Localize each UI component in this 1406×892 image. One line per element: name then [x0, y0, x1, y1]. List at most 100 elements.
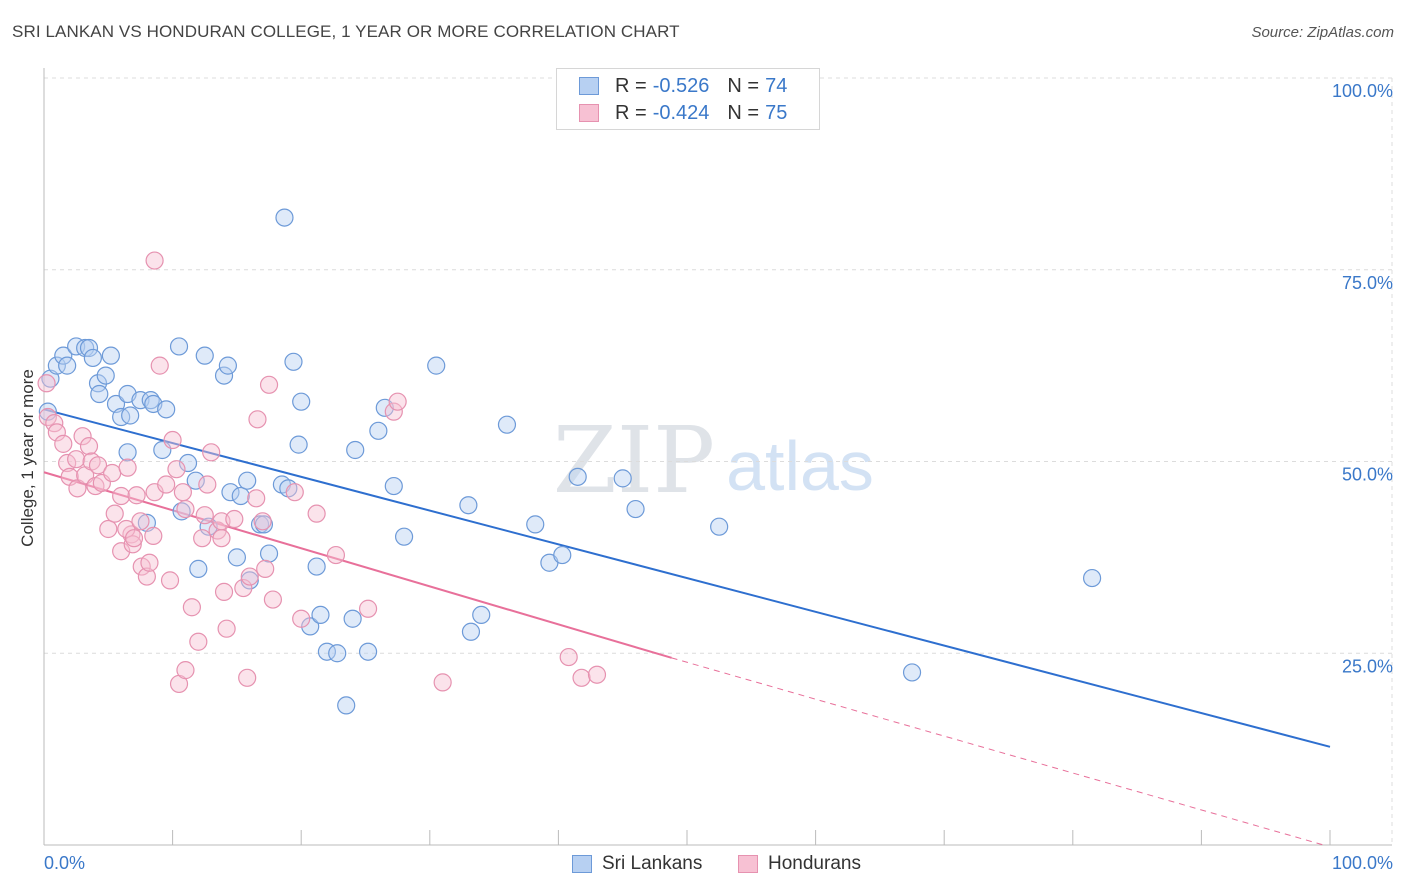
point-honduran: [214, 582, 234, 601]
point-honduran: [79, 437, 99, 456]
point-sri-lankan: [328, 644, 347, 663]
legend-label-sri-lankans: Sri Lankans: [602, 853, 703, 874]
point-sri-lankan: [169, 337, 189, 356]
point-honduran: [145, 251, 164, 270]
point-honduran: [123, 535, 142, 554]
legend-label-hondurans: Hondurans: [768, 853, 861, 874]
n-label: N =: [727, 74, 760, 97]
point-honduran: [160, 571, 180, 590]
point-sri-lankan: [613, 469, 632, 488]
point-honduran: [193, 529, 212, 548]
point-sri-lankan: [186, 471, 205, 490]
point-honduran: [182, 598, 201, 617]
point-sri-lankan: [307, 557, 326, 576]
point-sri-lankan: [553, 545, 572, 565]
point-honduran: [99, 519, 118, 539]
point-honduran: [58, 453, 77, 473]
point-honduran: [572, 668, 591, 687]
point-honduran: [559, 647, 578, 667]
point-sri-lankan: [284, 352, 303, 371]
point-honduran: [103, 463, 122, 483]
point-sri-lankan: [90, 384, 109, 404]
point-sri-lankan: [1082, 568, 1102, 588]
point-honduran: [140, 553, 159, 572]
legend-row-hondurans: R = -0.424 N = 75: [579, 100, 787, 126]
gridlines: [44, 77, 1393, 845]
point-sri-lankan: [76, 338, 95, 358]
point-sri-lankan: [238, 471, 257, 490]
trend-line-hondurans: [43, 471, 672, 659]
point-honduran: [292, 609, 311, 628]
point-honduran: [117, 519, 136, 539]
point-sri-lankan: [250, 515, 270, 534]
tick-labels: 25.0% 50.0% 75.0% 100.0% 0.0% 100.0%: [44, 81, 1393, 873]
point-sri-lankan: [112, 407, 131, 427]
point-honduran: [234, 578, 253, 598]
trend-line-sri-lankans: [43, 408, 1331, 748]
point-sri-lankan: [394, 527, 414, 546]
y-tick-label: 75.0%: [1342, 273, 1393, 293]
axes: [43, 68, 1392, 846]
point-honduran: [124, 529, 144, 548]
point-honduran: [198, 475, 217, 494]
point-honduran: [253, 512, 272, 531]
point-honduran: [433, 673, 452, 692]
data-points: [37, 208, 1102, 715]
point-sri-lankan: [96, 366, 115, 385]
point-sri-lankan: [626, 499, 645, 519]
point-sri-lankan: [58, 356, 77, 375]
point-sri-lankan: [101, 346, 120, 365]
point-sri-lankan: [254, 515, 274, 534]
point-sri-lankan: [459, 496, 478, 515]
point-honduran: [163, 430, 182, 450]
point-sri-lankan: [311, 605, 330, 625]
point-sri-lankan: [710, 517, 729, 536]
point-sri-lankan: [178, 453, 198, 473]
point-sri-lankan: [472, 605, 491, 625]
point-honduran: [67, 450, 86, 469]
point-sri-lankan: [384, 476, 403, 496]
chart-title: SRI LANKAN VS HONDURAN COLLEGE, 1 YEAR O…: [12, 22, 680, 41]
point-honduran: [176, 661, 195, 680]
point-honduran: [112, 542, 131, 561]
point-honduran: [112, 486, 131, 506]
point-sri-lankan: [231, 486, 250, 506]
point-honduran: [238, 668, 257, 687]
point-sri-lankan: [214, 366, 234, 385]
legend-item-sri-lankans[interactable]: Sri Lankans: [572, 852, 702, 876]
point-honduran: [259, 375, 279, 394]
point-honduran: [176, 499, 195, 519]
point-sri-lankan: [497, 415, 517, 434]
point-sri-lankan: [902, 663, 922, 682]
y-tick-label: 100.0%: [1332, 81, 1393, 101]
point-honduran: [167, 460, 186, 479]
r-value-sri-lankans: -0.526: [652, 74, 710, 97]
point-honduran: [384, 402, 403, 421]
point-sri-lankan: [346, 440, 365, 460]
point-honduran: [225, 509, 244, 529]
point-sri-lankan: [568, 467, 587, 486]
legend-swatch-blue: [579, 77, 599, 95]
point-sri-lankan: [218, 356, 237, 375]
point-honduran: [150, 356, 169, 375]
point-honduran: [263, 590, 283, 609]
point-honduran: [587, 665, 607, 684]
point-sri-lankan: [189, 559, 208, 578]
point-honduran: [131, 512, 150, 531]
point-honduran: [307, 504, 326, 523]
legend-item-hondurans[interactable]: Hondurans: [738, 852, 861, 876]
point-honduran: [127, 486, 146, 505]
point-sri-lankan: [54, 346, 73, 365]
point-sri-lankan: [526, 515, 545, 534]
point-honduran: [256, 559, 275, 578]
point-sri-lankan: [227, 548, 246, 567]
point-honduran: [37, 374, 56, 393]
point-honduran: [217, 619, 236, 638]
point-honduran: [54, 434, 73, 453]
trend-lines: [43, 408, 1331, 846]
legend-swatch-blue: [572, 855, 592, 873]
watermark-atlas: atlas: [726, 427, 874, 505]
r-label: R =: [615, 74, 647, 97]
y-tick-label: 25.0%: [1342, 656, 1393, 676]
